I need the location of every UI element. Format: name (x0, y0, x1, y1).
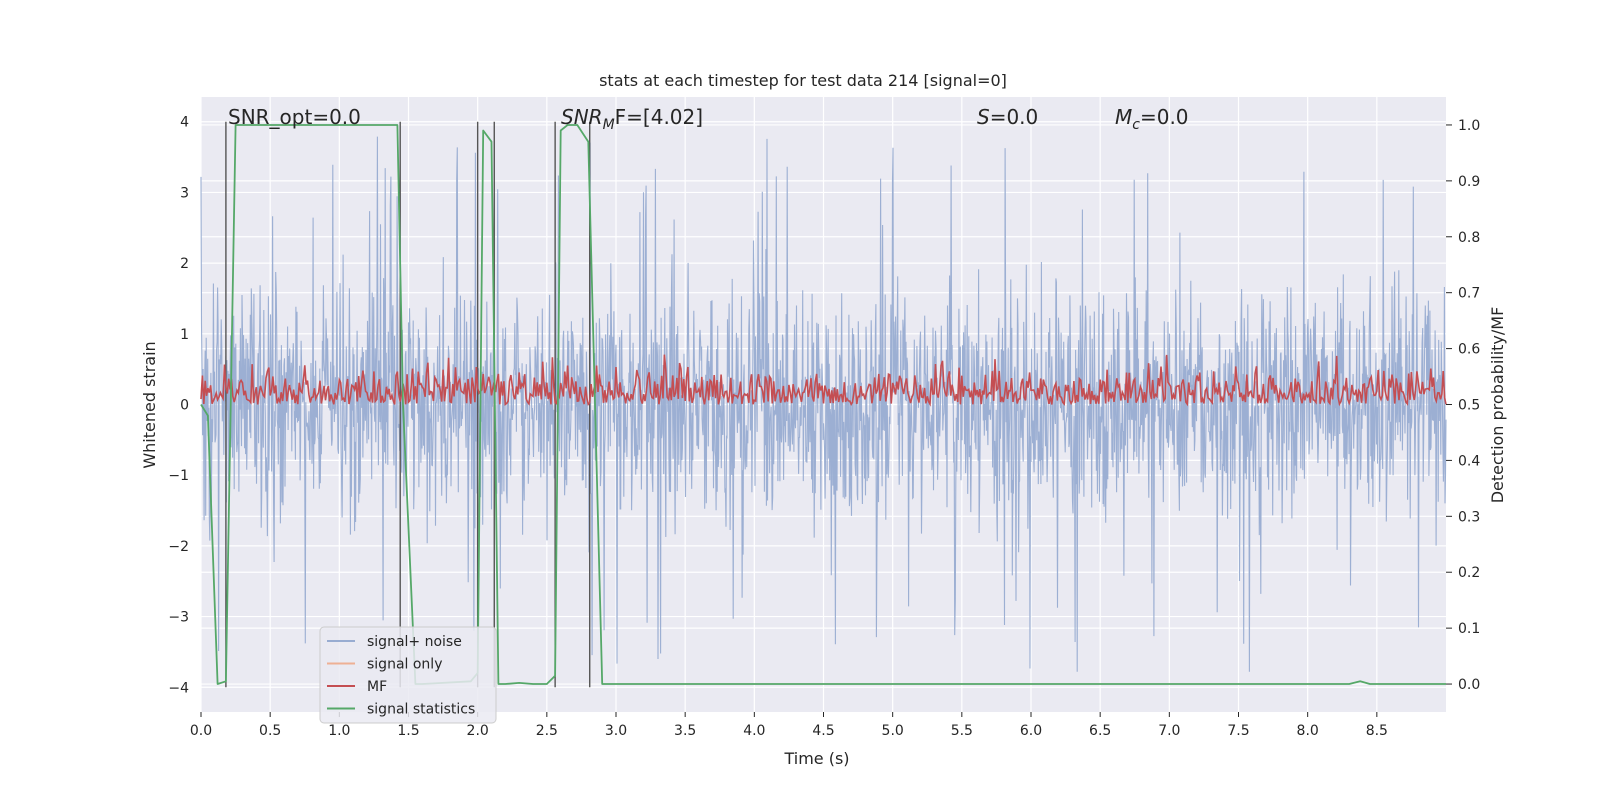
y-right-tick-label: 0.6 (1458, 342, 1480, 358)
series-mf (200, 354, 1447, 407)
legend-label: signal+ noise (367, 634, 462, 650)
x-tick-label: 6.5 (1089, 723, 1111, 739)
y-right-tick-label: 0.2 (1458, 565, 1480, 581)
legend-label: MF (367, 679, 387, 695)
x-axis-label: Time (s) (783, 749, 849, 768)
x-tick-label: 3.5 (674, 723, 696, 739)
y-tick-label: 2 (180, 256, 189, 272)
y-tick-label: 4 (180, 115, 189, 131)
y-right-tick-label: 0.0 (1458, 677, 1480, 693)
x-tick-label: 7.5 (1227, 723, 1249, 739)
x-tick-label: 0.0 (190, 723, 212, 739)
series-signal-statistics (200, 124, 1446, 685)
x-tick-label: 8.5 (1366, 723, 1388, 739)
x-tick-label: 6.0 (1020, 723, 1042, 739)
y-tick-label: 1 (180, 327, 189, 343)
legend-label: signal only (367, 657, 442, 673)
y-right-tick-label: 0.5 (1458, 398, 1480, 414)
x-tick-label: 4.5 (812, 723, 834, 739)
chart-title: stats at each timestep for test data 214… (599, 71, 1007, 90)
annotations: SNR_opt=0.0 SNRMF=[4.02] S=0.0 Mc=0.0 (228, 105, 1189, 133)
y-right-tick-label: 0.4 (1458, 453, 1480, 469)
y-tick-label: −2 (168, 539, 189, 555)
y-axis-left-label: Whitened strain (140, 341, 159, 468)
y-tick-label: −1 (168, 468, 189, 484)
y-right-tick-label: 0.7 (1458, 286, 1480, 302)
y-tick-label: −3 (168, 610, 189, 626)
x-tick-label: 5.5 (951, 723, 973, 739)
y-right-tick-label: 0.3 (1458, 509, 1480, 525)
x-tick-label: 1.5 (397, 723, 419, 739)
y-axis-right-ticks: 1.0 0.9 0.8 0.7 0.6 0.5 0.4 0.3 0.2 0.1 0.0 (1446, 118, 1480, 693)
annotation-text: SNRMF=[4.02] (561, 105, 703, 133)
y-right-tick-label: 0.8 (1458, 230, 1480, 246)
y-tick-label: 0 (180, 398, 189, 414)
x-axis-ticks: 0.0 0.5 1.0 1.5 2.0 2.5 3.0 3.5 4.0 4.5 5.0 5.5 6.0 6… (190, 712, 1388, 739)
x-tick-label: 8.0 (1297, 723, 1319, 739)
y-tick-label: −4 (168, 680, 189, 696)
legend: signal+ noise signal only MF signal statist… (319, 626, 497, 724)
x-tick-label: 4.0 (743, 723, 765, 739)
x-tick-label: 2.0 (467, 723, 489, 739)
y-tick-label: 3 (180, 185, 189, 201)
y-right-tick-label: 0.1 (1458, 621, 1480, 637)
series-line-mf (200, 354, 1447, 407)
annotation-text: S=0.0 (977, 105, 1038, 129)
y-axis-right-label: Detection probability/MF (1488, 307, 1507, 504)
x-tick-label: 1.0 (328, 723, 350, 739)
y-right-tick-label: 0.9 (1458, 174, 1480, 190)
y-axis-left-ticks: 4 3 2 1 0 −1 −2 −3 −4 (168, 115, 189, 697)
x-tick-label: 3.0 (605, 723, 627, 739)
x-tick-label: 0.5 (259, 723, 281, 739)
series-line-signal-statistics (200, 124, 1446, 685)
legend-box (319, 626, 497, 724)
x-tick-label: 2.5 (536, 723, 558, 739)
x-tick-label: 7.0 (1158, 723, 1180, 739)
y-right-tick-label: 1.0 (1458, 118, 1480, 134)
annotation-text: Mc=0.0 (1115, 105, 1189, 133)
annotation-text: SNR_opt=0.0 (228, 105, 361, 129)
x-tick-label: 5.0 (882, 723, 904, 739)
legend-label: signal statistics (367, 702, 475, 718)
